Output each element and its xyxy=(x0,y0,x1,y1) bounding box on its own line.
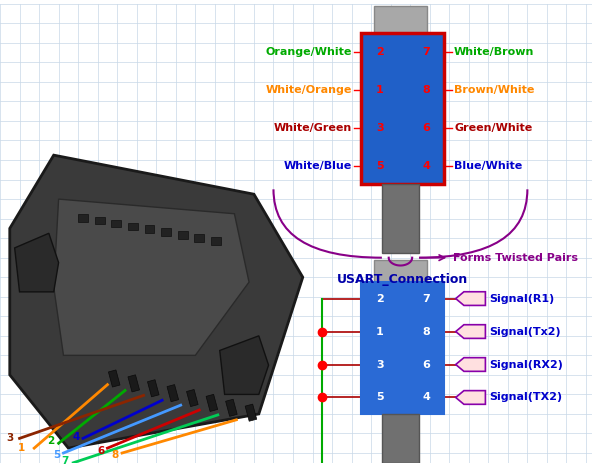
Bar xyxy=(211,237,221,245)
Bar xyxy=(361,33,444,184)
Polygon shape xyxy=(220,336,268,394)
Bar xyxy=(225,399,237,416)
FancyBboxPatch shape xyxy=(373,6,427,33)
Bar xyxy=(382,184,419,253)
Bar xyxy=(195,234,204,242)
Text: 6: 6 xyxy=(422,360,430,369)
Bar xyxy=(128,375,139,392)
Text: 5: 5 xyxy=(376,161,384,171)
Text: 1: 1 xyxy=(18,443,25,453)
Text: 8: 8 xyxy=(422,327,430,337)
Text: Brown/White: Brown/White xyxy=(454,85,534,95)
Text: USART_Connection: USART_Connection xyxy=(337,273,468,286)
Text: 1: 1 xyxy=(376,327,384,337)
Text: Signal(TX2): Signal(TX2) xyxy=(489,392,562,402)
Text: Signal(R1): Signal(R1) xyxy=(489,294,554,304)
Text: 7: 7 xyxy=(62,456,69,466)
Text: Green/White: Green/White xyxy=(454,123,533,133)
Bar xyxy=(361,282,444,414)
Text: 5: 5 xyxy=(376,392,384,402)
Text: Forms Twisted Pairs: Forms Twisted Pairs xyxy=(453,253,578,263)
Bar xyxy=(78,214,88,221)
Text: 3: 3 xyxy=(376,360,384,369)
Bar xyxy=(187,390,198,407)
Text: 1: 1 xyxy=(376,85,384,95)
Text: 2: 2 xyxy=(376,294,384,304)
Text: White/Blue: White/Blue xyxy=(284,161,351,171)
Bar xyxy=(147,380,159,397)
Polygon shape xyxy=(54,199,249,355)
Polygon shape xyxy=(456,358,485,371)
Text: Orange/White: Orange/White xyxy=(265,47,351,57)
Text: Signal(RX2): Signal(RX2) xyxy=(489,360,563,369)
Text: 4: 4 xyxy=(422,161,430,171)
Text: White/Orange: White/Orange xyxy=(265,85,351,95)
Bar xyxy=(206,394,218,411)
Text: 2: 2 xyxy=(376,47,384,57)
Bar xyxy=(382,414,419,463)
Bar xyxy=(95,217,104,225)
Bar xyxy=(245,404,257,421)
Text: 7: 7 xyxy=(422,47,430,57)
Bar xyxy=(112,219,121,227)
Bar xyxy=(373,259,427,282)
Bar xyxy=(128,222,138,230)
Polygon shape xyxy=(15,233,59,292)
Text: 8: 8 xyxy=(112,450,119,460)
Text: White/Green: White/Green xyxy=(273,123,351,133)
Text: 2: 2 xyxy=(47,436,55,446)
Bar xyxy=(178,231,187,239)
Bar xyxy=(108,370,120,387)
Bar xyxy=(161,228,171,236)
Text: 7: 7 xyxy=(422,294,430,304)
Polygon shape xyxy=(10,155,303,448)
Bar xyxy=(167,384,179,402)
Text: 3: 3 xyxy=(6,433,13,443)
Text: 6: 6 xyxy=(422,123,430,133)
Polygon shape xyxy=(456,325,485,338)
Text: White/Brown: White/Brown xyxy=(454,47,534,57)
Polygon shape xyxy=(456,292,485,306)
Text: 5: 5 xyxy=(53,450,60,460)
Text: 3: 3 xyxy=(376,123,384,133)
Text: Blue/White: Blue/White xyxy=(454,161,522,171)
Text: Signal(Tx2): Signal(Tx2) xyxy=(489,327,561,337)
Text: 6: 6 xyxy=(97,446,104,456)
Bar xyxy=(145,226,155,233)
Text: 4: 4 xyxy=(73,432,80,442)
Text: 8: 8 xyxy=(422,85,430,95)
Polygon shape xyxy=(456,391,485,404)
Text: 4: 4 xyxy=(422,392,430,402)
